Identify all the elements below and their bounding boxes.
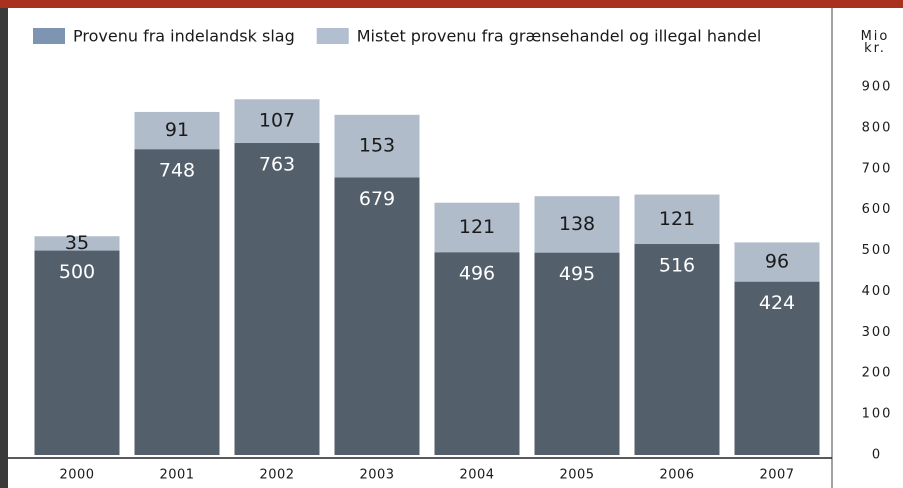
value-label: 121 [459,216,495,238]
bar-segment [334,114,420,178]
y-tick-label: 600 [862,202,893,217]
top-border [0,0,903,8]
bar-segment [434,252,520,455]
bar-segment [634,194,720,245]
value-label: 424 [759,292,795,314]
value-label: 763 [259,154,295,176]
left-border [0,8,8,488]
y-axis-label: Mio kr. [861,29,890,56]
y-tick-label: 800 [862,120,893,135]
value-label: 107 [259,110,295,132]
bar-segment [134,111,220,150]
x-tick-label: 2004 [459,468,494,483]
x-tick-label: 2001 [159,468,194,483]
x-tick-label: 2000 [59,468,94,483]
y-tick-label: 300 [862,325,893,340]
bar-segment [734,281,820,455]
x-tick-label: 2007 [759,468,794,483]
bar-segment [334,177,420,455]
y-tick-label: 500 [862,243,893,258]
y-tick-label: 0 [872,448,882,463]
y-tick-label: 700 [862,161,893,176]
y-tick-label: 400 [862,284,893,299]
value-label: 96 [765,251,789,273]
value-label: 516 [659,255,695,277]
y-tick-label: 100 [862,407,893,422]
bar-segment [434,202,520,253]
bar-segment [634,244,720,455]
y-tick-label: 200 [862,366,893,381]
value-label: 679 [359,188,395,210]
value-label: 138 [559,213,595,235]
value-label: 153 [359,135,395,157]
legend-label: Provenu fra indelandsk slag [73,27,295,46]
x-tick-label: 2006 [659,468,694,483]
y-tick-label: 900 [862,80,893,95]
bar-segment [234,143,320,456]
bar-segment [234,99,320,144]
bar-segment [34,250,120,455]
bar-segment [534,196,620,253]
x-tick-label: 2002 [259,468,294,483]
value-label: 500 [59,261,95,283]
legend-swatch [316,28,349,44]
x-tick-label: 2005 [559,468,594,483]
value-label: 35 [65,232,89,254]
value-label: 496 [459,263,495,285]
bar-segment [134,149,220,455]
bar-segment [34,236,120,251]
legend-label: Mistet provenu fra grænsehandel og illeg… [357,27,762,46]
bar-segment [534,252,620,455]
value-label: 495 [559,263,595,285]
value-label: 748 [159,160,195,182]
value-label: 121 [659,208,695,230]
x-tick-label: 2003 [359,468,394,483]
legend-swatch [33,28,65,44]
bar-segment [734,242,820,282]
value-label: 91 [165,119,189,141]
